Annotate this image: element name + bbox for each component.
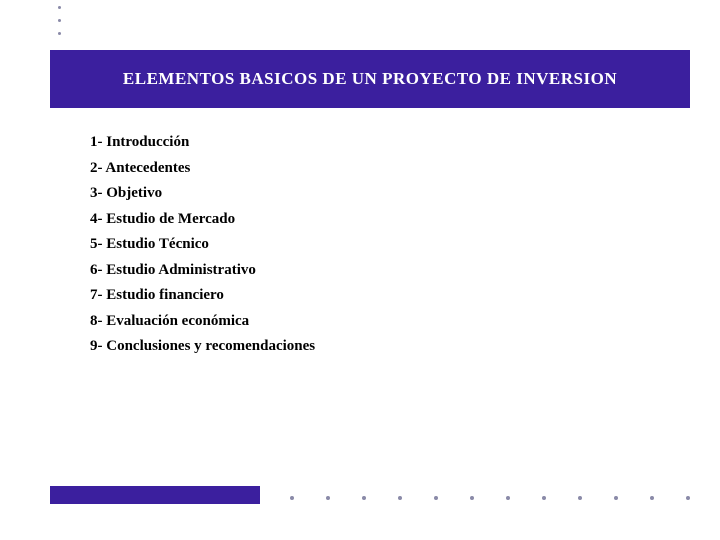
slide: ELEMENTOS BASICOS DE UN PROYECTO DE INVE… <box>0 0 720 540</box>
decor-dot <box>58 19 61 22</box>
decor-dot <box>686 496 690 500</box>
content-list: 1- Introducción2- Antecedentes3- Objetiv… <box>90 130 650 360</box>
decor-dot <box>326 496 330 500</box>
decor-dot <box>434 496 438 500</box>
list-item: 2- Antecedentes <box>90 156 650 182</box>
list-item: 8- Evaluación económica <box>90 309 650 335</box>
decor-dot <box>58 6 61 9</box>
footer-bar <box>50 486 260 504</box>
decor-dot <box>650 496 654 500</box>
decor-dot <box>362 496 366 500</box>
list-item: 7- Estudio financiero <box>90 283 650 309</box>
slide-title: ELEMENTOS BASICOS DE UN PROYECTO DE INVE… <box>123 69 617 89</box>
list-item: 4- Estudio de Mercado <box>90 207 650 233</box>
decor-dot <box>506 496 510 500</box>
decor-dot <box>58 32 61 35</box>
decor-dot <box>290 496 294 500</box>
list-item: 5- Estudio Técnico <box>90 232 650 258</box>
list-item: 6- Estudio Administrativo <box>90 258 650 284</box>
decor-dot <box>542 496 546 500</box>
decor-dot <box>578 496 582 500</box>
decor-dot <box>470 496 474 500</box>
list-item: 1- Introducción <box>90 130 650 156</box>
list-item: 9- Conclusiones y recomendaciones <box>90 334 650 360</box>
title-bar: ELEMENTOS BASICOS DE UN PROYECTO DE INVE… <box>50 50 690 108</box>
list-item: 3- Objetivo <box>90 181 650 207</box>
bottom-decor-dots <box>290 496 720 500</box>
top-decor-dots <box>58 6 61 35</box>
decor-dot <box>398 496 402 500</box>
decor-dot <box>614 496 618 500</box>
